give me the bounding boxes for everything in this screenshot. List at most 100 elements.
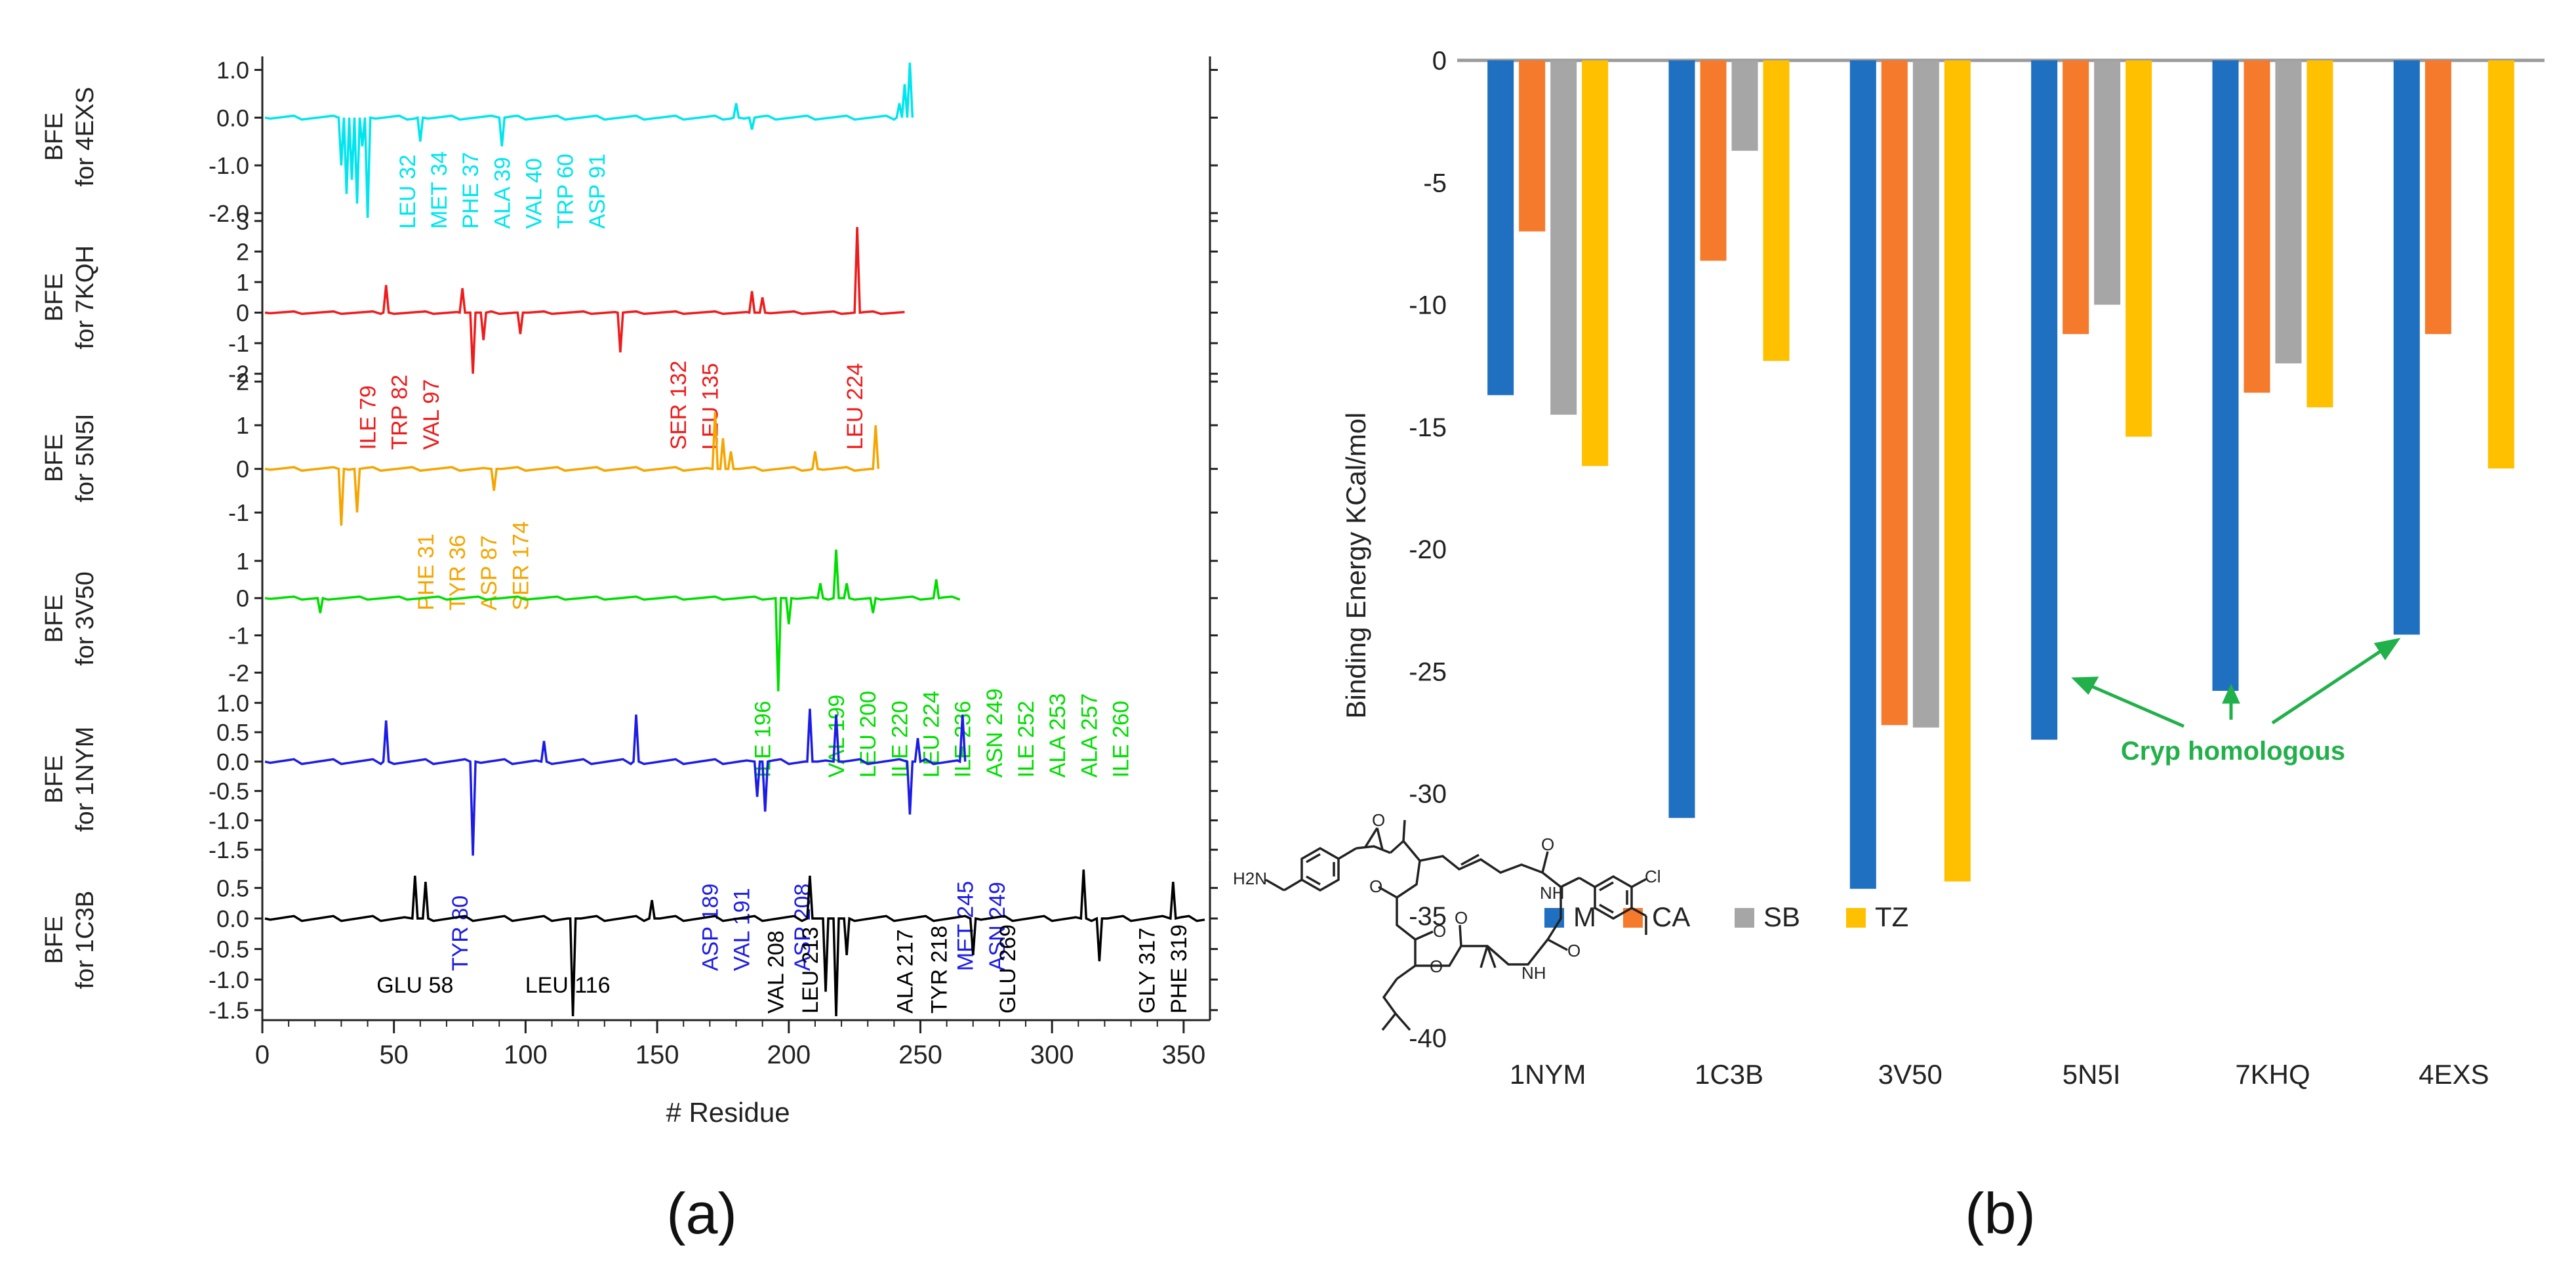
x-tick-label: 350 [1161, 1041, 1205, 1069]
residue-label: ILE 79 [356, 385, 381, 449]
y-axis-label: for 4EXS [71, 87, 99, 186]
bar-ca-7khq [2244, 60, 2270, 393]
residue-label: SER 174 [508, 521, 533, 610]
category-label: 4EXS [2419, 1059, 2489, 1090]
y-axis-label: for 1NYM [71, 727, 99, 832]
bfe-series-1nym [264, 709, 967, 856]
legend-label-ca: CA [1652, 901, 1690, 932]
y-tick-label: -20 [1409, 535, 1447, 564]
category-label: 1NYM [1510, 1059, 1586, 1090]
bar-tz-1c3b [1763, 60, 1790, 361]
y-tick-label: 0 [236, 585, 249, 612]
bfe-series-5n5i [264, 412, 880, 526]
panel-b-bar-chart: 0 -5 -10 -15 -20 -25 -30 -35 -40 1NYM 1C3B 3V50 5N5I… [1233, 47, 2545, 1090]
residue-label: SER 132 [666, 361, 691, 450]
x-tick-label: 300 [1030, 1041, 1074, 1069]
bar-m-4exs [2393, 60, 2420, 635]
y-tick-label: 2 [236, 369, 249, 396]
bar-m-7khq [2212, 60, 2239, 691]
residue-label: PHE 37 [458, 152, 483, 229]
svg-text:Cl: Cl [1645, 867, 1661, 886]
residue-label: TYR 80 [448, 896, 473, 971]
molecule-atom-labels: H2N O O O O O O O NH NH Cl [1233, 810, 1661, 983]
svg-text:NH: NH [1521, 963, 1546, 983]
x-tick-label: 250 [898, 1041, 942, 1069]
residue-label: ALA 253 [1045, 693, 1070, 778]
bar-sb-7khq [2275, 60, 2302, 363]
bar-ca-3v50 [1881, 60, 1908, 726]
x-tick-label: 50 [379, 1041, 409, 1069]
bar-tz-5n5i [2125, 60, 2152, 437]
y-tick-label: -2 [228, 361, 249, 388]
y-tick-label: -10 [1409, 291, 1447, 320]
residue-label: VAL 191 [730, 888, 755, 972]
residue-label: TYR 218 [927, 926, 952, 1014]
bar-sb-5n5i [2094, 60, 2121, 305]
svg-text:O: O [1433, 921, 1446, 941]
svg-text:O: O [1372, 810, 1385, 830]
y-tick-label: 0 [236, 300, 249, 327]
svg-text:H2N: H2N [1233, 869, 1267, 888]
legend-label-tz: TZ [1875, 901, 1908, 932]
y-tick-label: 3 [236, 208, 249, 235]
y-tick-label: 2 [236, 238, 249, 265]
residue-label: LEU 116 [525, 973, 611, 998]
y-tick-label: 0.0 [216, 905, 249, 932]
y-tick-label: -5 [1423, 169, 1447, 197]
y-tick-label: 1 [236, 269, 249, 296]
svg-text:NH: NH [1540, 883, 1565, 903]
bar-tz-3v50 [1944, 60, 1971, 882]
bfe-panel-1c3b: 0.5 0.0 -0.5 -1.0 -1.5 BFE for 1C3B GLU 58 LEU 1… [41, 859, 1218, 1024]
y-axis-label: BFE [41, 755, 68, 804]
y-axis-label: BFE [41, 916, 68, 964]
residue-label: ASP 91 [585, 154, 610, 229]
y-tick-label: -0.5 [209, 778, 249, 805]
bar-sb-3v50 [1912, 60, 1939, 728]
bfe-series-3v50 [264, 549, 961, 691]
y-tick-label: 0 [236, 456, 249, 483]
y-tick-label: -2.0 [209, 200, 249, 227]
y-tick-label: 0.0 [216, 104, 249, 131]
y-tick-label: 0 [1432, 47, 1447, 75]
svg-text:O: O [1541, 835, 1554, 854]
y-tick-label: -35 [1409, 902, 1447, 931]
category-label: 7KHQ [2235, 1059, 2310, 1090]
x-tick-label: 0 [255, 1041, 270, 1069]
x-tick-label: 100 [504, 1041, 548, 1069]
y-axis-label: for 7KQH [71, 245, 99, 349]
y-tick-label: -1 [228, 499, 249, 526]
bar-sb-1c3b [1731, 60, 1758, 151]
residue-label: VAL 97 [419, 379, 444, 450]
bfe-panel-4exs: 1.0 0.0 -1.0 -2.0 BFE for 4EXS LEU 32 MET 34 PHE… [41, 56, 1218, 229]
y-tick-label: 0.5 [216, 875, 249, 901]
panel-a-x-axis-label: # Residue [666, 1097, 790, 1128]
category-label: 1C3B [1695, 1059, 1763, 1090]
y-tick-label: -0.5 [209, 936, 249, 963]
bar-m-1nym [1487, 60, 1514, 396]
residue-label: ILE 220 [887, 701, 912, 777]
y-tick-label: 1.0 [216, 57, 249, 84]
bar-m-5n5i [2031, 60, 2058, 740]
y-tick-label: -1.5 [209, 997, 249, 1024]
y-axis-label: BFE [41, 273, 68, 321]
y-axis-label: BFE [41, 434, 68, 482]
bfe-series-7kqh [264, 227, 905, 374]
residue-label: TRP 60 [553, 154, 578, 229]
category-label: 3V50 [1878, 1059, 1942, 1090]
residue-label: ILE 260 [1109, 701, 1134, 777]
residue-label: GLU 58 [376, 973, 453, 998]
legend-swatch-tz [1846, 908, 1866, 928]
x-tick-label: 150 [635, 1041, 679, 1069]
y-tick-label: 1.0 [216, 690, 249, 716]
bar-m-3v50 [1849, 60, 1876, 889]
category-label: 5N5I [2063, 1059, 2121, 1090]
residue-label: LEU 135 [698, 363, 723, 449]
residue-label: ALA 217 [893, 929, 917, 1014]
panel-b-y-axis-label: Binding Energy KCal/mol [1340, 413, 1371, 719]
y-tick-label: -2 [228, 659, 249, 686]
residue-label: VAL 40 [521, 158, 546, 229]
